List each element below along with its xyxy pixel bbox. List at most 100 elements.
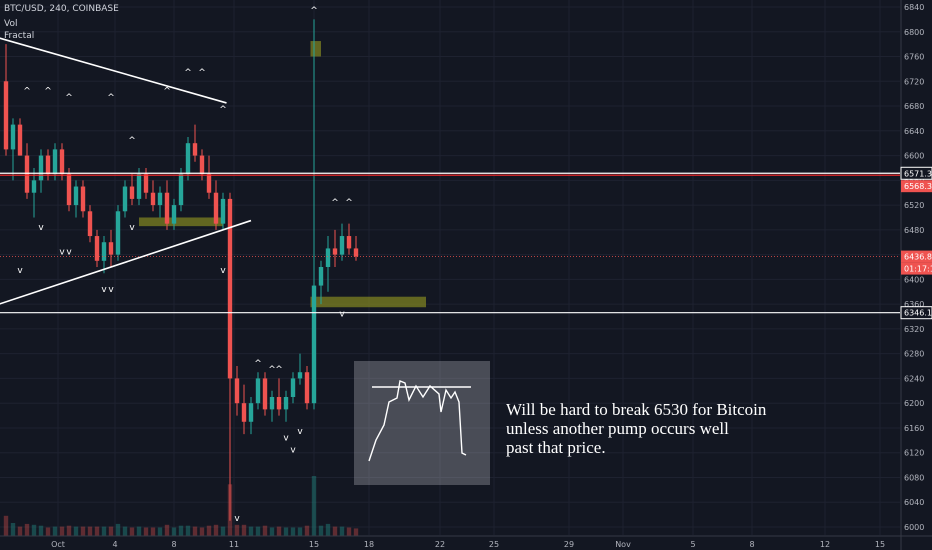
fractal-down-marker: v [339, 310, 345, 320]
candle-body [38, 155, 44, 181]
candle-body [10, 124, 16, 150]
volume-bar [150, 527, 156, 536]
candle-body [234, 378, 240, 404]
price-label: 6346.17 [904, 309, 932, 318]
y-axis-tick-label: 6400 [904, 275, 924, 284]
inset-price-path [368, 380, 467, 462]
fractal-up-marker: ^ [65, 93, 73, 103]
x-axis-tick-label: Oct [51, 540, 65, 549]
fractal-down-marker: v [101, 285, 107, 295]
y-axis-tick-label: 6160 [904, 424, 924, 433]
volume-bar [38, 525, 44, 536]
y-axis-tick-label: 6080 [904, 473, 924, 482]
fractal-down-marker: v [290, 446, 296, 456]
volume-bar [206, 525, 212, 536]
volume-indicator-label: Vol [4, 19, 18, 29]
candle-body [353, 248, 359, 257]
candle-body [143, 174, 149, 193]
candle-body [73, 186, 79, 206]
price-label-bg [900, 306, 932, 320]
fractal-up-marker: ^ [254, 359, 262, 369]
volume-bar [241, 524, 247, 536]
volume-bar [283, 527, 289, 536]
candle-body [276, 397, 282, 410]
annotation-line-1: Will be hard to break 6530 for Bitcoin [506, 400, 767, 419]
volume-bar [31, 524, 37, 536]
candle-body [31, 180, 37, 193]
support-zone [310, 296, 426, 308]
y-axis-tick-label: 6040 [904, 498, 924, 507]
candle-body [129, 186, 135, 199]
volume-bar [220, 526, 226, 536]
volume-bar [325, 523, 331, 536]
fractal-down-marker: v [17, 266, 23, 276]
candle-body [150, 192, 156, 206]
fractal-up-marker: ^ [23, 87, 31, 97]
candle-body [24, 155, 30, 193]
price-label-bg [900, 166, 932, 180]
volume-bar [339, 526, 345, 536]
y-axis-tick-label: 6760 [904, 53, 924, 62]
volume-bar [45, 527, 51, 536]
price-label: 6568.34 [904, 182, 932, 191]
volume-bar [353, 528, 359, 536]
volume-bar [3, 515, 9, 536]
volume-bar [192, 526, 198, 536]
fractal-down-marker: v [283, 433, 289, 443]
fractal-up-marker: ^ [163, 87, 171, 97]
candle-body [192, 143, 198, 156]
volume-bar [136, 526, 142, 536]
candle-body [269, 397, 275, 410]
candle-body [220, 198, 226, 224]
x-axis-tick-label: 29 [564, 540, 574, 549]
candle-body [3, 81, 9, 150]
volume-bar [199, 527, 205, 536]
fractal-up-marker: ^ [128, 136, 136, 146]
y-axis-tick-label: 6480 [904, 226, 924, 235]
x-axis-tick-label: 11 [229, 540, 239, 549]
candle-body [45, 155, 51, 175]
volume-bar [185, 525, 191, 536]
x-axis-tick-label: 8 [749, 540, 754, 549]
volume-bar [255, 526, 261, 536]
candle-body [248, 403, 254, 422]
volume-bar [143, 527, 149, 536]
x-axis-tick-label: 5 [690, 540, 695, 549]
fractal-indicator-label: Fractal [4, 31, 35, 41]
fractal-up-marker: ^ [275, 365, 283, 375]
candle-body [94, 236, 100, 261]
inset-chart-box [354, 361, 490, 485]
volume-bar [17, 526, 23, 536]
fractal-down-marker: v [38, 223, 44, 233]
volume-bar [276, 526, 282, 536]
fractal-down-marker: v [66, 248, 72, 258]
candle-body [171, 205, 177, 224]
candle-body [199, 155, 205, 175]
candle-body [325, 248, 331, 267]
support-zone [310, 41, 321, 57]
volume-bar [122, 526, 128, 536]
volume-bar [52, 526, 58, 536]
fractal-up-marker: ^ [268, 365, 276, 375]
candle-body [17, 124, 23, 156]
support-zone [139, 217, 223, 227]
volume-bar [248, 526, 254, 536]
y-axis-tick-label: 6240 [904, 374, 924, 383]
candle-body [213, 192, 219, 224]
candle-body [339, 236, 345, 255]
volume-bar [87, 526, 93, 536]
candle-body [59, 149, 65, 175]
candle-body [136, 174, 142, 199]
candle-body [241, 403, 247, 422]
fractal-up-marker: ^ [198, 68, 206, 78]
volume-bar [178, 525, 184, 536]
price-label: 6436.82 [904, 253, 932, 262]
x-axis-tick-label: 15 [309, 540, 319, 549]
y-axis-tick-label: 6800 [904, 28, 924, 37]
fractal-down-marker: v [129, 223, 135, 233]
candle-body [332, 248, 338, 255]
text-annotation: Will be hard to break 6530 for Bitcoin u… [506, 400, 806, 457]
volume-bar [234, 524, 240, 536]
volume-bar [80, 526, 86, 536]
